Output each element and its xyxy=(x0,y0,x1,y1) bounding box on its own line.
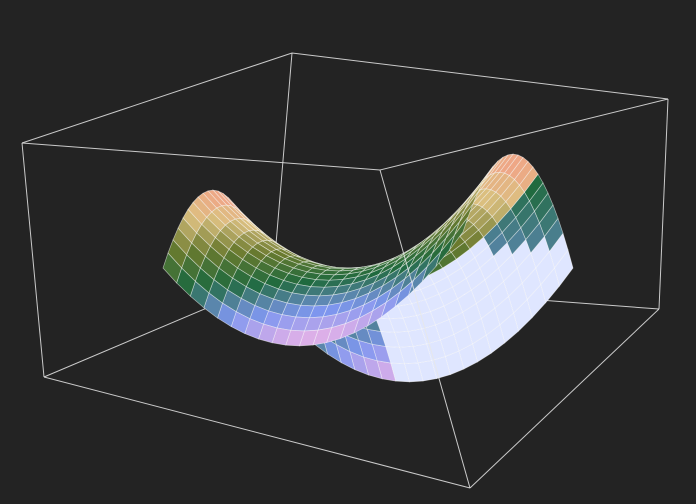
box-edge xyxy=(291,52,669,100)
box-edge xyxy=(469,308,660,489)
box-edge xyxy=(21,142,381,171)
box-edge xyxy=(658,98,669,310)
box-edge xyxy=(379,169,471,489)
box-edge xyxy=(43,376,471,489)
box-edge xyxy=(21,52,293,144)
bounding-box-front xyxy=(21,98,669,489)
box-edge xyxy=(21,142,45,378)
saddle-surface xyxy=(162,153,574,383)
surface-patch xyxy=(162,252,182,284)
box-edge xyxy=(379,98,669,171)
